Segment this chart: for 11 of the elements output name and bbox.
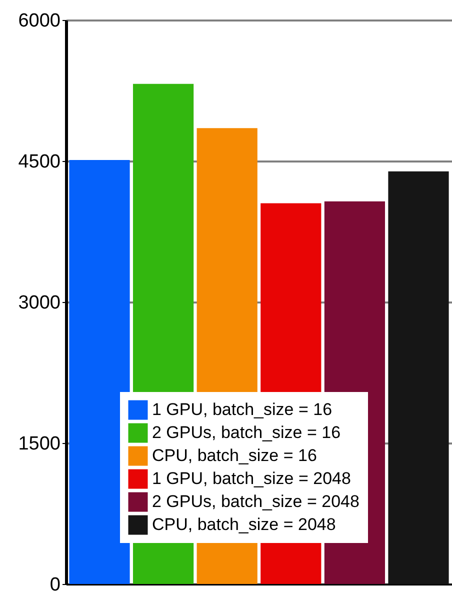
legend-label: 2 GPUs, batch_size = 2048 [152, 492, 360, 511]
legend-label: CPU, batch_size = 16 [152, 446, 317, 465]
y-tick-label: 0 [50, 574, 60, 592]
y-tick-label: 1500 [18, 434, 60, 454]
legend-label: 1 GPU, batch_size = 16 [152, 400, 332, 419]
legend-label: 1 GPU, batch_size = 2048 [152, 469, 351, 488]
y-tick-label: 4500 [18, 152, 60, 172]
y-tick-label: 3000 [18, 292, 60, 314]
y-tick-label: 6000 [18, 10, 60, 32]
legend-label: CPU, batch_size = 2048 [152, 515, 336, 534]
legend-label: 2 GPUs, batch_size = 16 [152, 423, 341, 442]
